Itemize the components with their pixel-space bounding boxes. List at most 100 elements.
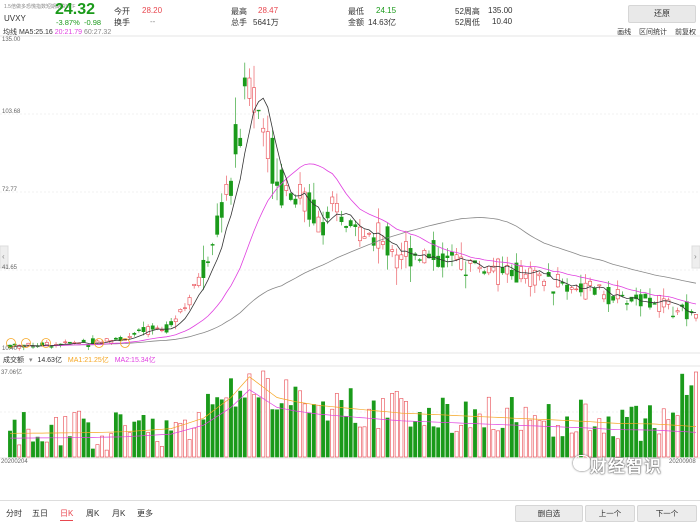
volume-bar xyxy=(560,436,565,458)
tab-daily-k[interactable]: 日K xyxy=(60,508,74,521)
volume-bar xyxy=(625,416,629,458)
tool-range-stats[interactable]: 区间统计 xyxy=(639,29,668,36)
volume-bar xyxy=(367,408,372,458)
tool-forward-adjust[interactable]: 前复权 xyxy=(675,29,696,36)
next-button[interactable]: 下一个 xyxy=(637,505,697,522)
chevron-right-icon: › xyxy=(694,252,697,261)
candle-body xyxy=(146,326,151,335)
tab-weekly-k[interactable]: 周K xyxy=(86,509,100,518)
candle-body xyxy=(436,255,441,267)
volume-bar xyxy=(643,418,648,458)
volume-bar xyxy=(376,428,381,458)
volume-bar xyxy=(468,427,473,458)
volume-bar xyxy=(104,449,109,458)
candle-body xyxy=(348,220,353,227)
candle-body xyxy=(422,250,427,264)
event-marker[interactable] xyxy=(94,338,104,348)
prev-button[interactable]: 上一个 xyxy=(585,505,635,522)
candle-body xyxy=(334,203,339,213)
volume-legend: 成交额 ▾ 14.63亿 MA1:21.25亿 MA2:15.34亿 xyxy=(3,355,156,365)
volume-bar xyxy=(325,420,330,458)
chart-tools: 画线 区间统计 前复权 xyxy=(611,27,696,37)
volume-bar xyxy=(569,432,574,458)
candle-body xyxy=(357,226,362,242)
tab-more[interactable]: 更多 xyxy=(137,509,153,518)
event-marker[interactable] xyxy=(120,338,130,348)
wechat-icon xyxy=(573,455,591,471)
volume-bar xyxy=(307,412,312,458)
volume-bar xyxy=(169,430,174,458)
volume-ma1-line xyxy=(10,376,697,434)
candle-body xyxy=(344,226,349,228)
event-marker[interactable] xyxy=(6,338,16,348)
candle-body xyxy=(219,202,224,218)
candle-body xyxy=(574,288,579,291)
candle-body xyxy=(12,343,17,346)
volume-bar xyxy=(178,422,183,458)
price-axis-label: 72.77 xyxy=(2,187,18,193)
volume-bar xyxy=(362,426,367,458)
volume-bar xyxy=(21,412,26,458)
stat-label-52w-low: 52周低 xyxy=(455,18,480,27)
candle-body xyxy=(321,222,325,236)
candle-body xyxy=(127,336,132,338)
candle-body xyxy=(67,341,72,344)
candle-body xyxy=(95,340,100,344)
candle-body xyxy=(169,321,174,326)
change-pct: -3.87% xyxy=(56,18,80,27)
candle-body xyxy=(293,198,298,205)
candle-body xyxy=(675,310,680,313)
candle-body xyxy=(657,295,662,312)
volume-bar xyxy=(652,428,657,458)
tab-five-day[interactable]: 五日 xyxy=(32,509,48,518)
stat-label-52w-high: 52周高 xyxy=(455,7,480,16)
volume-bar xyxy=(150,418,155,458)
tab-intraday[interactable]: 分时 xyxy=(6,509,22,518)
volume-bar xyxy=(611,436,616,458)
volume-bar xyxy=(247,373,252,458)
volume-bar xyxy=(532,415,537,458)
volume-bar xyxy=(67,436,72,458)
volume-bar xyxy=(675,415,680,458)
event-marker[interactable] xyxy=(41,338,51,348)
volume-bar xyxy=(413,421,418,458)
volume-bar xyxy=(164,420,169,458)
volume-bar xyxy=(265,378,270,458)
tool-draw-line[interactable]: 画线 xyxy=(617,29,632,36)
candle-body xyxy=(196,276,201,286)
volume-bar xyxy=(196,412,201,458)
left-scroll-handle[interactable] xyxy=(0,245,9,269)
restore-button[interactable]: 还原 xyxy=(628,5,696,23)
candle-body xyxy=(275,181,279,186)
right-scroll-handle[interactable] xyxy=(691,245,700,269)
candle-body xyxy=(588,280,593,286)
candle-body xyxy=(31,345,35,348)
volume-bar xyxy=(238,390,243,458)
dropdown-icon[interactable]: ▾ xyxy=(28,357,33,364)
candle-body xyxy=(500,267,505,274)
volume-bar xyxy=(491,429,496,458)
remove-watchlist-button[interactable]: 删自选 xyxy=(515,505,583,522)
volume-bar xyxy=(555,425,560,458)
volume-bar xyxy=(275,409,279,458)
candle-body xyxy=(160,329,164,332)
candle-body xyxy=(192,283,197,286)
volume-bar xyxy=(201,419,206,458)
volume-bar xyxy=(137,420,141,458)
volume-bar xyxy=(219,399,224,458)
volume-bar xyxy=(546,404,551,458)
volume-bar xyxy=(514,422,519,458)
tab-monthly-k[interactable]: 月K xyxy=(112,509,126,518)
volume-bar xyxy=(431,426,436,458)
event-marker[interactable] xyxy=(21,338,31,348)
candle-body xyxy=(307,192,312,220)
stat-value-turnover: -- xyxy=(150,17,156,26)
kline-chart[interactable]: ‹ › xyxy=(0,0,700,500)
candle-body xyxy=(104,338,109,342)
volume-bar xyxy=(58,445,63,458)
volume-bar xyxy=(210,404,215,458)
volume-bar xyxy=(427,407,431,458)
candle-body xyxy=(26,342,31,346)
volume-bar xyxy=(229,378,233,458)
candle-body xyxy=(63,341,68,343)
